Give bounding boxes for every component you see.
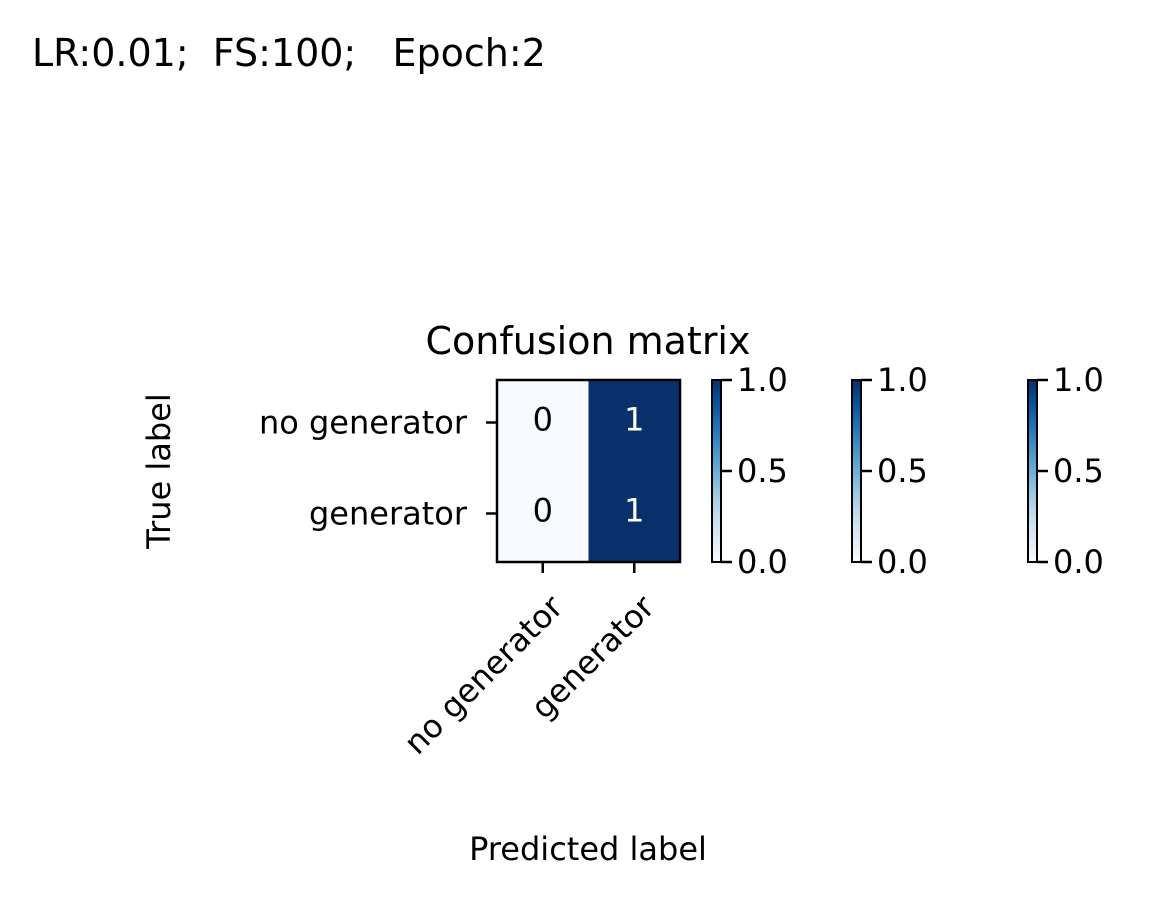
colorbars: 0.0 0.5 1.0 0.0 0.5 1.0 0.0 0.5 1.0 — [711, 361, 1104, 581]
heatmap-cell — [497, 471, 589, 562]
colorbar-tick-label: 1.0 — [737, 361, 788, 399]
cell-value-label: 0 — [533, 401, 553, 439]
chart-title: Confusion matrix — [426, 319, 751, 363]
colorbar-2 — [851, 379, 862, 563]
colorbar-tick-label: 0.5 — [737, 452, 788, 490]
x-axis-label: Predicted label — [469, 830, 707, 868]
cell-value-labels: 0 1 0 1 — [533, 401, 645, 530]
heatmap-cell — [588, 471, 680, 562]
colorbar-1 — [711, 379, 722, 563]
cell-value-label: 1 — [624, 401, 644, 439]
heatmap-cell — [588, 380, 680, 471]
colorbar-tick-label: 0.0 — [877, 543, 928, 581]
heatmap-cells — [497, 380, 680, 562]
colorbar-tick-label: 1.0 — [877, 361, 928, 399]
matrix-frame — [495, 378, 682, 564]
colorbar-tick-label: 0.5 — [877, 452, 928, 490]
heatmap-cell — [497, 380, 589, 471]
colorbar-tick-label: 0.0 — [1053, 543, 1104, 581]
y-axis-label: True label — [140, 393, 178, 550]
colorbar-tick-label: 0.0 — [737, 543, 788, 581]
cell-value-label: 0 — [533, 492, 553, 530]
y-tick-label: no generator — [259, 404, 468, 442]
colorbar-3 — [1027, 379, 1038, 563]
cell-value-label: 1 — [624, 492, 644, 530]
x-tick-label: no generator — [396, 587, 571, 762]
colorbar-tick-label: 0.5 — [1053, 452, 1104, 490]
figure-suptitle: LR:0.01; FS:100; Epoch:2 — [32, 31, 546, 75]
colorbar-tick-label: 1.0 — [1053, 361, 1104, 399]
y-tick-label: generator — [309, 495, 468, 533]
